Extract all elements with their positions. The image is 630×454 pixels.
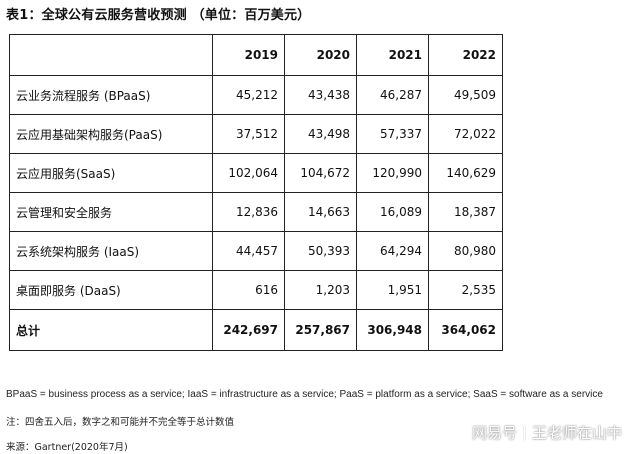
table-cell: 616 <box>212 270 285 310</box>
revenue-table: 2019 2020 2021 2022 云业务流程服务 (BPaaS) 45,2… <box>9 34 503 351</box>
table-cell: 72,022 <box>428 114 503 154</box>
total-cell: 257,867 <box>284 309 357 351</box>
total-cell: 242,697 <box>212 309 285 351</box>
table-cell: 18,387 <box>428 192 503 232</box>
source-note: 来源：Gartner(2020年7月) <box>6 442 128 453</box>
row-label: 云应用基础架构服务(PaaS) <box>9 114 213 154</box>
table-row: 云业务流程服务 (BPaaS) 45,212 43,438 46,287 49,… <box>9 75 503 115</box>
table-cell: 80,980 <box>428 231 503 271</box>
watermark-platform: 网易号 <box>471 424 517 442</box>
abbreviation-note: BPaaS = business process as a service; I… <box>6 389 603 400</box>
watermark-author: 王老师在山中 <box>531 424 622 442</box>
table-row: 云应用基础架构服务(PaaS) 37,512 43,498 57,337 72,… <box>9 114 503 154</box>
table-cell: 16,089 <box>356 192 429 232</box>
header-cell-2022: 2022 <box>428 34 503 76</box>
table-cell: 64,294 <box>356 231 429 271</box>
table-cell: 37,512 <box>212 114 285 154</box>
rounding-note: 注：四舍五入后，数字之和可能并不完全等于总计数值 <box>6 417 235 428</box>
table-cell: 57,337 <box>356 114 429 154</box>
row-label: 桌面即服务 (DaaS) <box>9 270 213 310</box>
row-label: 云系统架构服务 (IaaS) <box>9 231 213 271</box>
table-cell: 46,287 <box>356 75 429 115</box>
header-cell-2021: 2021 <box>356 34 429 76</box>
table-cell: 1,203 <box>284 270 357 310</box>
table-cell: 120,990 <box>356 153 429 193</box>
table-row: 云管理和安全服务 12,836 14,663 16,089 18,387 <box>9 192 503 232</box>
header-cell-empty <box>9 34 213 76</box>
table-cell: 1,951 <box>356 270 429 310</box>
table-cell: 2,535 <box>428 270 503 310</box>
watermark-divider <box>523 425 525 440</box>
table-cell: 50,393 <box>284 231 357 271</box>
total-cell: 364,062 <box>428 309 503 351</box>
table-cell: 12,836 <box>212 192 285 232</box>
table-cell: 102,064 <box>212 153 285 193</box>
table-cell: 104,672 <box>284 153 357 193</box>
table-cell: 14,663 <box>284 192 357 232</box>
table-row: 云应用服务(SaaS) 102,064 104,672 120,990 140,… <box>9 153 503 193</box>
row-label: 云业务流程服务 (BPaaS) <box>9 75 213 115</box>
table-cell: 140,629 <box>428 153 503 193</box>
row-label: 云应用服务(SaaS) <box>9 153 213 193</box>
header-cell-2019: 2019 <box>212 34 285 76</box>
total-label: 总计 <box>9 309 213 351</box>
total-row: 总计 242,697 257,867 306,948 364,062 <box>9 309 503 351</box>
header-row: 2019 2020 2021 2022 <box>9 34 503 76</box>
table-row: 桌面即服务 (DaaS) 616 1,203 1,951 2,535 <box>9 270 503 310</box>
table-cell: 43,438 <box>284 75 357 115</box>
row-label: 云管理和安全服务 <box>9 192 213 232</box>
header-cell-2020: 2020 <box>284 34 357 76</box>
table-title: 表1：全球公有云服务营收预测 （单位：百万美元） <box>6 8 311 23</box>
table-cell: 45,212 <box>212 75 285 115</box>
table-cell: 43,498 <box>284 114 357 154</box>
total-cell: 306,948 <box>356 309 429 351</box>
table-cell: 44,457 <box>212 231 285 271</box>
table-cell: 49,509 <box>428 75 503 115</box>
watermark: 网易号 王老师在山中 <box>472 422 622 443</box>
table-row: 云系统架构服务 (IaaS) 44,457 50,393 64,294 80,9… <box>9 231 503 271</box>
